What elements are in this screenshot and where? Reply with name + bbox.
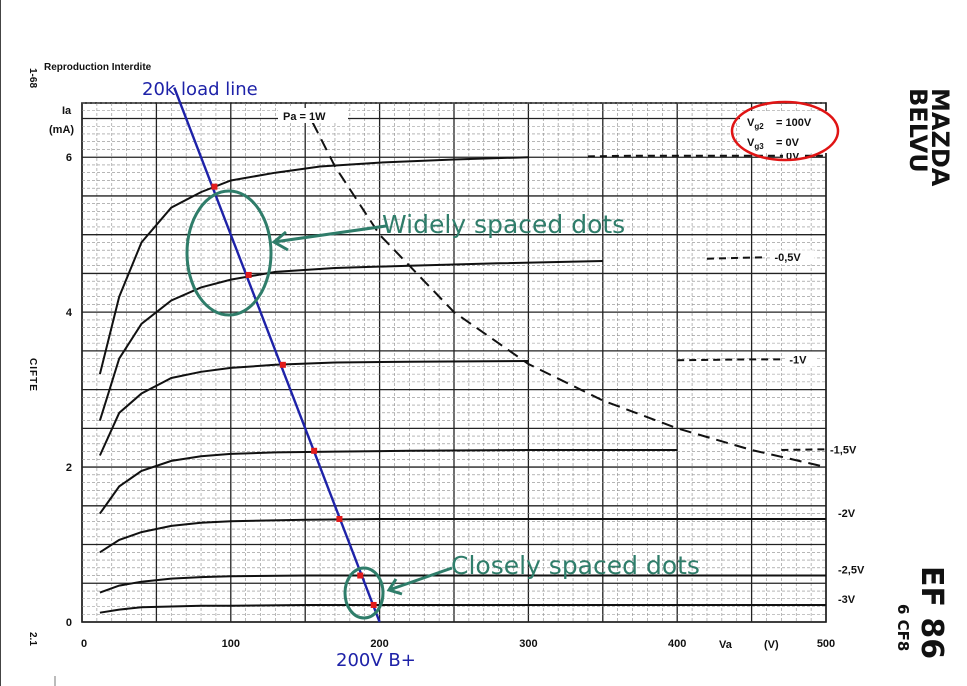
curve-extension (706, 256, 767, 260)
characteristic-curves (98, 154, 827, 614)
y-tick-label: 2 (66, 462, 72, 474)
y-tick-label: 6 (66, 152, 72, 164)
header-text: Reproduction Interdite (44, 62, 152, 73)
curve-label-bg (835, 505, 864, 520)
widely-spaced-highlight-ellipse (185, 189, 273, 317)
y-tick-labels: 0 2 4 6 (66, 152, 73, 629)
x-tick-labels: 0 100 200 300 400 500 (81, 638, 835, 650)
brand-line-1: MAZDA (926, 88, 954, 187)
y-tick-label: 4 (66, 307, 73, 319)
condition-vg2-value: = 100V (776, 117, 812, 129)
curve-solid (99, 449, 678, 515)
curve-label: -0,5V (774, 252, 801, 264)
bottom-left-code: 2.1 (27, 632, 38, 646)
operating-point-dot (370, 601, 377, 608)
x-tick-label: 100 (222, 638, 240, 650)
x-tick-label: 400 (668, 638, 686, 650)
grid (81, 102, 827, 623)
x-axis-unit: (V) (764, 639, 779, 651)
curve-label-bg (835, 591, 864, 606)
curve-label-bg (827, 442, 870, 457)
curve-label: -2V (838, 508, 856, 520)
curve-extension (677, 358, 782, 362)
operating-point-dot (211, 183, 218, 190)
x-axis-label: Va (719, 639, 733, 651)
operating-point-dot (311, 447, 318, 454)
x-tick-label: 500 (817, 638, 835, 650)
conditions-box: Vg2 = 100V Vg3 = 0V (730, 100, 840, 162)
curve-label: -1,5V (830, 444, 857, 456)
pa-label-bg (278, 108, 348, 123)
closely-spaced-arrow (386, 566, 453, 596)
bplus-label: 200V B+ (336, 650, 416, 671)
brand-line-2: BELVU (904, 88, 932, 173)
curve-label-bg (786, 352, 816, 367)
curve-solid (98, 360, 529, 456)
curve-solid (99, 604, 826, 614)
operating-point-dot (279, 361, 286, 368)
tube-name: EF 86 (914, 566, 949, 659)
tube-alt-name: 6 CF8 (894, 604, 912, 651)
conditions-bg (740, 111, 828, 153)
widely-spaced-arrow (271, 224, 387, 252)
x-tick-label: 200 (370, 638, 388, 650)
pa-label: Pa = 1W (283, 111, 326, 123)
y-axis-unit: (mA) (49, 124, 74, 136)
load-line (173, 87, 381, 623)
condition-vg3-value: = 0V (776, 137, 800, 149)
curve-solid (99, 518, 826, 554)
closely-spaced-highlight-ellipse (343, 566, 385, 620)
x-tick-label: 300 (519, 638, 537, 650)
closely-spaced-label: Closely spaced dots (451, 551, 700, 580)
operating-point-dots (211, 183, 377, 608)
top-left-code: 1-68 (27, 68, 38, 88)
x-tick-label: 0 (81, 638, 87, 650)
curve-label: -1V (789, 354, 807, 366)
curve-solid (98, 156, 529, 375)
conditions-highlight-ellipse (730, 100, 840, 162)
curve-extension (781, 448, 827, 451)
curve-labels: 0V-0,5V-1V-1,5V-2V-2,5V-3V (771, 148, 878, 606)
operating-point-dot (336, 515, 343, 522)
curve-label: -2,5V (838, 565, 865, 577)
curve-label-bg (835, 562, 878, 577)
curve-solid (98, 260, 603, 421)
operating-point-dot (245, 271, 252, 278)
y-tick-label: 0 (66, 617, 72, 629)
y-axis-label: Ia (62, 105, 72, 117)
load-line-label: 20k load line (142, 79, 258, 100)
widely-spaced-label: Widely spaced dots (382, 210, 625, 239)
curve-label: -3V (838, 594, 856, 606)
curve-solid (99, 574, 826, 594)
left-vertical-text: CIFTE (27, 358, 38, 392)
curve-label-bg (771, 250, 815, 265)
operating-point-dot (357, 572, 364, 579)
power-dissipation-curve (311, 121, 827, 469)
